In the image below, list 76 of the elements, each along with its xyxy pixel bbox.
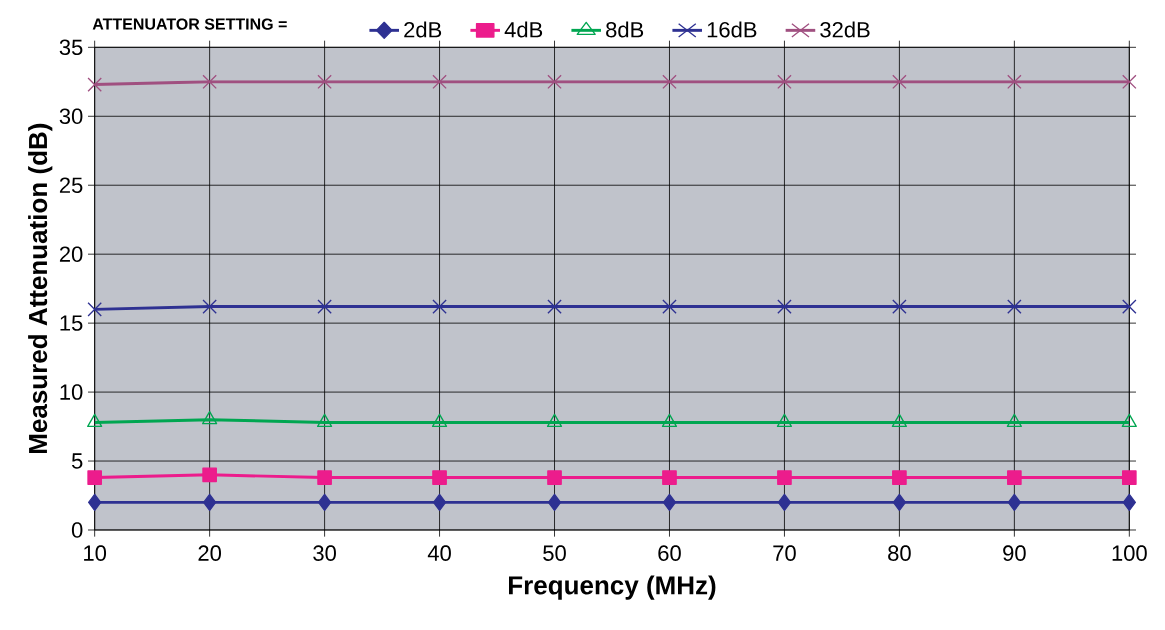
point [202,74,217,90]
x-tick-label: 70 [773,545,796,561]
point [317,413,333,428]
point [892,299,907,314]
point [1121,470,1137,485]
legend-label: 4dB [504,21,543,38]
y-tick-label: 30 [59,108,83,125]
legend-label: 32dB [820,21,870,38]
y-tick-label: 5 [71,453,83,469]
point [777,470,792,485]
legend-label: 8dB [606,21,644,38]
x-tick-label: 10 [84,545,107,561]
point [431,413,448,428]
y-tick-label: 10 [60,384,83,400]
x-tick-label: 100 [1112,545,1147,561]
point [202,299,217,314]
point [776,413,793,428]
x-tick-label: 90 [1003,545,1026,561]
point [662,74,677,90]
point [777,299,792,314]
point [87,302,102,317]
legend-title: ATTENUATOR SETTING = [92,18,287,30]
point [432,470,447,485]
point [661,413,678,428]
point [317,470,332,485]
point [1006,413,1022,428]
point [547,74,562,90]
point [1121,413,1137,428]
y-tick-label: 35 [59,39,83,56]
point [547,299,562,314]
point [546,413,563,428]
y-tick-label: 20 [59,246,83,262]
point [662,493,677,512]
point [662,470,677,485]
x-tick-label: 30 [313,545,336,561]
point [87,77,102,92]
x-axis-title: Frequency (MHz) [509,575,716,600]
point [1007,299,1022,314]
point [777,493,792,512]
x-tick-label: 80 [888,545,911,561]
y-tick-label: 0 [71,522,83,538]
point [1122,74,1137,90]
point [432,74,447,90]
point [317,493,332,512]
legend-label: 2dB [404,21,442,38]
point [891,413,907,428]
x-tick-label: 20 [198,545,222,561]
point [892,493,907,512]
y-tick-label: 15 [60,315,83,331]
x-tick-label: 50 [543,545,566,561]
point [87,470,103,485]
point [87,413,103,428]
point [88,493,102,512]
point [892,470,907,485]
point [547,493,562,512]
point [202,410,218,425]
point [432,299,447,314]
point [892,74,907,90]
legend-label: 16dB [707,21,757,38]
point [1122,299,1137,314]
point [1007,493,1022,512]
point [317,74,332,90]
x-tick-label: 40 [427,545,451,561]
point [777,74,792,90]
point [1007,470,1022,485]
point [202,467,217,483]
point [1007,74,1022,90]
point [432,493,447,512]
point [1122,493,1136,512]
point [202,493,217,512]
point [317,299,332,314]
point [662,299,677,314]
y-axis-title: Measured Attenuation (dB) [28,123,53,454]
point [547,470,562,485]
y-tick-label: 25 [59,177,83,194]
x-tick-label: 60 [658,545,681,561]
